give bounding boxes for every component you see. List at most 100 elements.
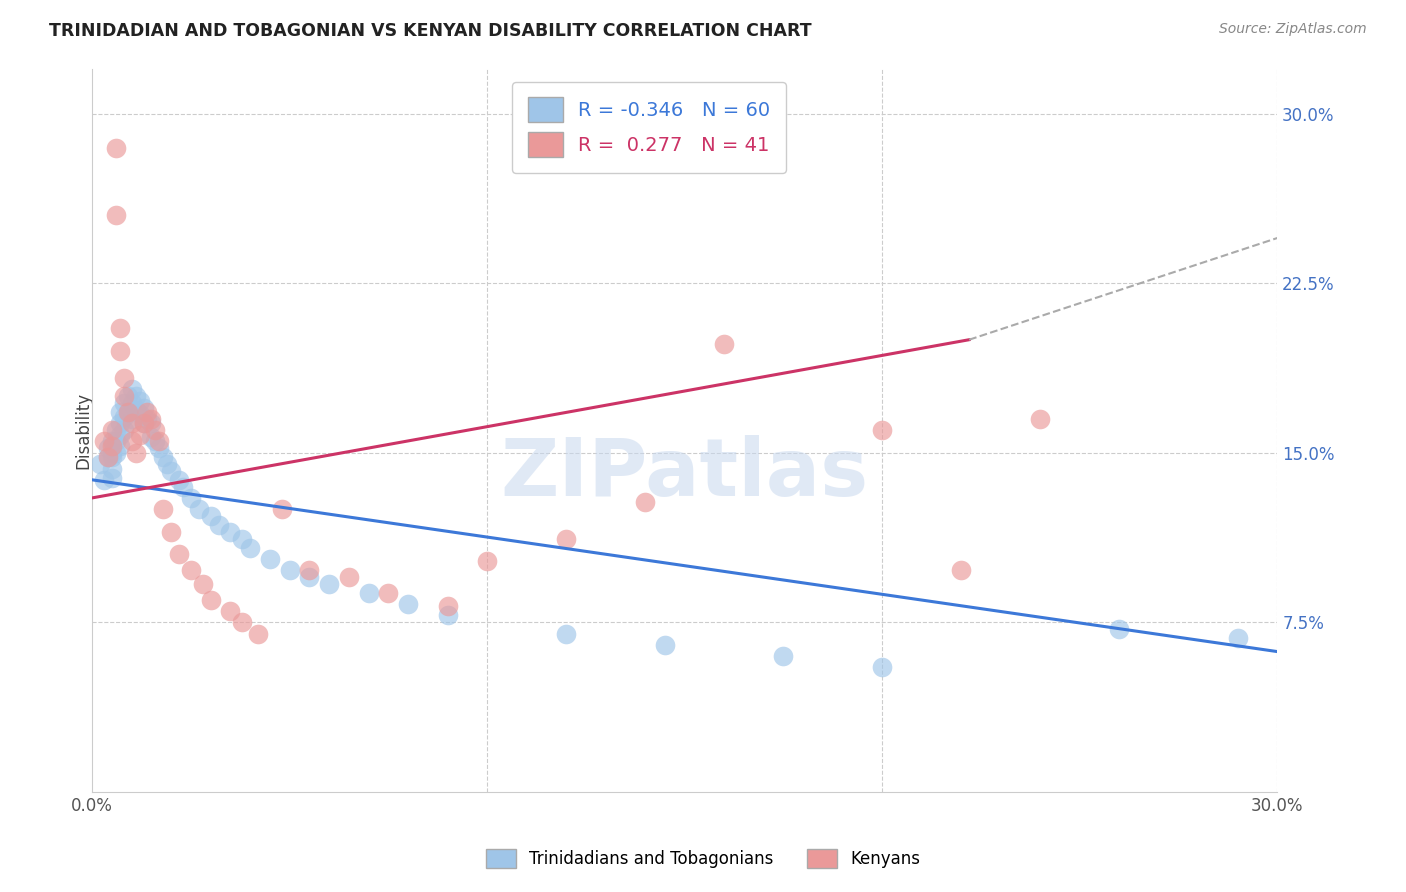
Point bbox=[207, 518, 229, 533]
Point bbox=[270, 502, 292, 516]
Point bbox=[112, 409, 135, 424]
Point bbox=[141, 417, 163, 431]
Point bbox=[278, 563, 301, 577]
Point bbox=[377, 586, 399, 600]
Point bbox=[141, 412, 163, 426]
Point bbox=[180, 491, 202, 505]
Point bbox=[172, 480, 194, 494]
Point bbox=[108, 405, 131, 419]
Point bbox=[97, 450, 120, 465]
Legend: Trinidadians and Tobagonians, Kenyans: Trinidadians and Tobagonians, Kenyans bbox=[479, 843, 927, 875]
Point bbox=[93, 434, 115, 449]
Legend: R = -0.346   N = 60, R =  0.277   N = 41: R = -0.346 N = 60, R = 0.277 N = 41 bbox=[512, 82, 786, 173]
Point bbox=[97, 441, 120, 455]
Point bbox=[101, 423, 124, 437]
Point bbox=[121, 383, 143, 397]
Point bbox=[436, 608, 458, 623]
Point bbox=[101, 446, 124, 460]
Point bbox=[112, 389, 135, 403]
Point bbox=[219, 524, 242, 539]
Point bbox=[132, 401, 155, 415]
Point bbox=[870, 423, 893, 437]
Point bbox=[112, 423, 135, 437]
Text: ZIPatlas: ZIPatlas bbox=[501, 434, 869, 513]
Point bbox=[101, 450, 124, 465]
Point bbox=[772, 649, 794, 664]
Point bbox=[97, 450, 120, 465]
Point bbox=[160, 524, 183, 539]
Point bbox=[117, 405, 139, 419]
Point bbox=[231, 615, 253, 630]
Point bbox=[200, 508, 222, 523]
Point bbox=[117, 405, 139, 419]
Point bbox=[634, 495, 657, 509]
Point bbox=[108, 344, 131, 359]
Point bbox=[555, 626, 578, 640]
Point bbox=[124, 446, 146, 460]
Point bbox=[337, 570, 360, 584]
Point bbox=[713, 337, 735, 351]
Point bbox=[132, 417, 155, 431]
Point bbox=[152, 450, 174, 465]
Point bbox=[156, 457, 179, 471]
Point bbox=[145, 423, 167, 437]
Point bbox=[128, 427, 150, 442]
Point bbox=[101, 434, 124, 449]
Point bbox=[200, 592, 222, 607]
Point bbox=[259, 552, 281, 566]
Point bbox=[870, 660, 893, 674]
Point bbox=[318, 576, 340, 591]
Point bbox=[128, 407, 150, 421]
Point bbox=[145, 434, 167, 449]
Point bbox=[104, 140, 127, 154]
Point bbox=[436, 599, 458, 614]
Point bbox=[136, 412, 159, 426]
Point bbox=[128, 393, 150, 408]
Point bbox=[101, 461, 124, 475]
Point bbox=[124, 402, 146, 417]
Point bbox=[167, 548, 190, 562]
Point bbox=[191, 576, 214, 591]
Point bbox=[148, 441, 170, 455]
Point bbox=[180, 563, 202, 577]
Point bbox=[1029, 412, 1052, 426]
Point bbox=[108, 321, 131, 335]
Point bbox=[167, 473, 190, 487]
Point bbox=[121, 396, 143, 410]
Text: TRINIDADIAN AND TOBAGONIAN VS KENYAN DISABILITY CORRELATION CHART: TRINIDADIAN AND TOBAGONIAN VS KENYAN DIS… bbox=[49, 22, 811, 40]
Point bbox=[555, 532, 578, 546]
Point bbox=[93, 473, 115, 487]
Point bbox=[298, 563, 321, 577]
Point bbox=[121, 434, 143, 449]
Point bbox=[112, 396, 135, 410]
Point bbox=[104, 434, 127, 449]
Point bbox=[108, 417, 131, 431]
Point bbox=[298, 570, 321, 584]
Point bbox=[1108, 622, 1130, 636]
Point bbox=[247, 626, 270, 640]
Point bbox=[124, 389, 146, 403]
Point bbox=[108, 439, 131, 453]
Point bbox=[357, 586, 380, 600]
Point bbox=[231, 532, 253, 546]
Point bbox=[101, 439, 124, 453]
Point bbox=[121, 412, 143, 426]
Point bbox=[89, 457, 111, 471]
Point bbox=[160, 464, 183, 478]
Point bbox=[104, 208, 127, 222]
Point bbox=[950, 563, 973, 577]
Point bbox=[152, 502, 174, 516]
Point bbox=[148, 434, 170, 449]
Y-axis label: Disability: Disability bbox=[75, 392, 93, 468]
Point bbox=[101, 470, 124, 484]
Point bbox=[396, 597, 419, 611]
Point bbox=[117, 389, 139, 403]
Text: Source: ZipAtlas.com: Source: ZipAtlas.com bbox=[1219, 22, 1367, 37]
Point bbox=[1226, 631, 1249, 645]
Point bbox=[104, 423, 127, 437]
Point bbox=[104, 446, 127, 460]
Point bbox=[654, 638, 676, 652]
Point bbox=[141, 430, 163, 444]
Point bbox=[187, 502, 209, 516]
Point bbox=[136, 405, 159, 419]
